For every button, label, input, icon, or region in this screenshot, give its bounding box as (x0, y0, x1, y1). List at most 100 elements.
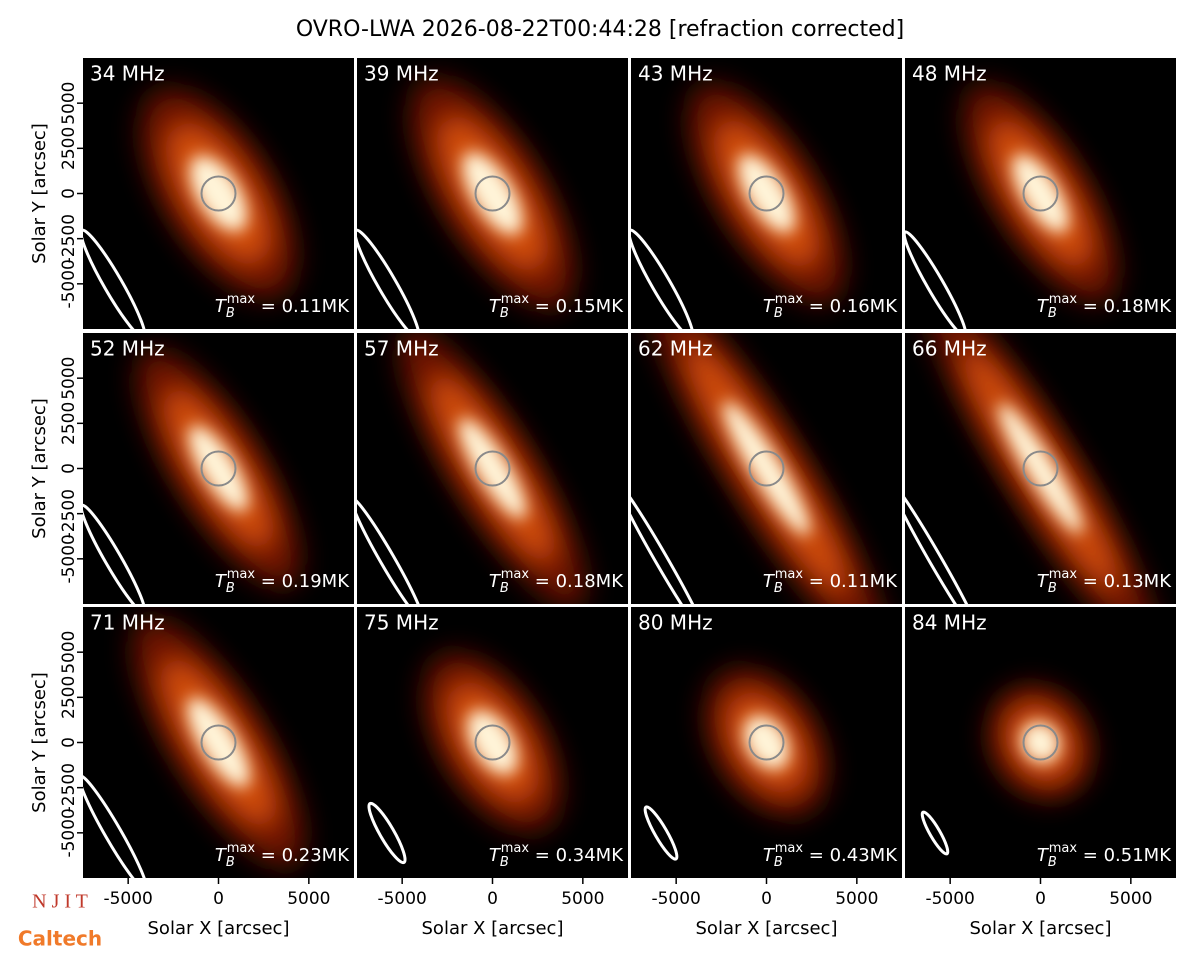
tb-superscript: max (227, 567, 256, 582)
tb-symbol: T (763, 296, 776, 317)
tb-max-label: TBmax = 0.43MK (763, 841, 898, 870)
tb-subscript: B (226, 855, 235, 870)
image (643, 668, 829, 861)
y-tick-label: 5000 (59, 82, 79, 125)
frequency-label: 39 MHz (364, 62, 439, 86)
beam (367, 801, 407, 865)
emission-core (188, 425, 249, 512)
beam (920, 810, 950, 856)
y-tick-label: 2500 (59, 676, 79, 719)
beam (643, 805, 679, 861)
beam (357, 228, 421, 329)
beam (905, 479, 982, 604)
tb-superscript: max (501, 841, 530, 856)
beam (357, 496, 425, 604)
tb-symbol: T (489, 296, 502, 317)
x-axis-label: Solar X [arcsec] (696, 918, 838, 939)
figure-title: OVRO-LWA 2026-08-22T00:44:28 [refraction… (296, 17, 904, 42)
image (83, 88, 297, 329)
beam (83, 774, 149, 878)
frequency-label: 62 MHz (638, 337, 713, 361)
tb-superscript: max (1049, 841, 1078, 856)
solar-limb (748, 450, 785, 487)
tb-value: = 0.13MK (1077, 571, 1172, 592)
image (920, 685, 1094, 856)
x-tick-label: 0 (487, 889, 498, 909)
solar-limb (200, 724, 237, 761)
y-tick-label: 2500 (59, 127, 79, 170)
tb-subscript: B (774, 855, 783, 870)
tb-symbol: T (763, 845, 776, 866)
tb-superscript: max (501, 567, 530, 582)
emission-core (722, 401, 811, 536)
image (905, 333, 1158, 604)
tb-max-label: TBmax = 0.51MK (1037, 841, 1172, 870)
x-tick-label: 5000 (561, 889, 604, 909)
tb-symbol: T (489, 571, 502, 592)
tb-max-label: TBmax = 0.18MK (1037, 292, 1172, 321)
tb-value: = 0.18MK (529, 571, 624, 592)
tb-value: = 0.16MK (803, 296, 898, 317)
tb-value: = 0.15MK (529, 296, 624, 317)
solar-limb (474, 724, 511, 761)
tb-superscript: max (775, 292, 804, 307)
y-tick-label: -2500 (59, 763, 79, 812)
frequency-label: 57 MHz (364, 337, 439, 361)
tb-max-label: TBmax = 0.11MK (763, 567, 898, 596)
tb-value: = 0.19MK (255, 571, 350, 592)
frequency-label: 80 MHz (638, 611, 713, 635)
beam (631, 228, 695, 329)
x-tick-label: 5000 (835, 889, 878, 909)
tb-symbol: T (215, 571, 228, 592)
x-tick-label: 5000 (1109, 889, 1152, 909)
tb-subscript: B (226, 306, 235, 321)
tb-superscript: max (227, 292, 256, 307)
tb-max-label: TBmax = 0.15MK (489, 292, 624, 321)
frequency-label: 34 MHz (90, 62, 165, 86)
tb-max-label: TBmax = 0.11MK (215, 292, 350, 321)
beam (83, 503, 147, 604)
tb-subscript: B (1048, 306, 1057, 321)
x-axis-label: Solar X [arcsec] (148, 918, 290, 939)
emission-core (458, 418, 527, 519)
emission-core (737, 154, 796, 233)
tb-subscript: B (500, 581, 509, 596)
x-tick-label: 0 (213, 889, 224, 909)
beam (905, 230, 968, 329)
tb-subscript: B (226, 581, 235, 596)
solar-limb (1022, 724, 1059, 761)
frequency-label: 75 MHz (364, 611, 439, 635)
solar-limb (200, 175, 237, 212)
image (357, 333, 586, 604)
tb-subscript: B (500, 855, 509, 870)
tb-subscript: B (774, 306, 783, 321)
tb-superscript: max (227, 841, 256, 856)
tb-value: = 0.51MK (1077, 845, 1172, 866)
solar-limb (200, 450, 237, 487)
y-tick-label: 5000 (59, 357, 79, 400)
tb-max-label: TBmax = 0.19MK (215, 567, 350, 596)
tb-max-label: TBmax = 0.13MK (1037, 567, 1172, 596)
x-tick-label: -5000 (925, 889, 974, 909)
frequency-label: 66 MHz (912, 337, 987, 361)
y-tick-label: 0 (59, 463, 79, 474)
y-tick-label: -5000 (59, 259, 79, 308)
y-axis-label: Solar Y [arcsec] (29, 672, 50, 813)
y-tick-label: -5000 (59, 534, 79, 583)
y-axis-label: Solar Y [arcsec] (29, 398, 50, 539)
tb-max-label: TBmax = 0.16MK (763, 292, 898, 321)
tb-superscript: max (1049, 292, 1078, 307)
tb-max-label: TBmax = 0.34MK (489, 841, 624, 870)
solar-limb (1022, 450, 1059, 487)
y-tick-label: 0 (59, 737, 79, 748)
tb-symbol: T (1037, 296, 1050, 317)
solar-limb (474, 450, 511, 487)
emission-core (1020, 721, 1061, 764)
tb-subscript: B (1048, 581, 1057, 596)
tb-value: = 0.11MK (255, 296, 350, 317)
frequency-label: 52 MHz (90, 337, 165, 361)
x-tick-label: 0 (1035, 889, 1046, 909)
tb-subscript: B (500, 306, 509, 321)
tb-symbol: T (1037, 845, 1050, 866)
